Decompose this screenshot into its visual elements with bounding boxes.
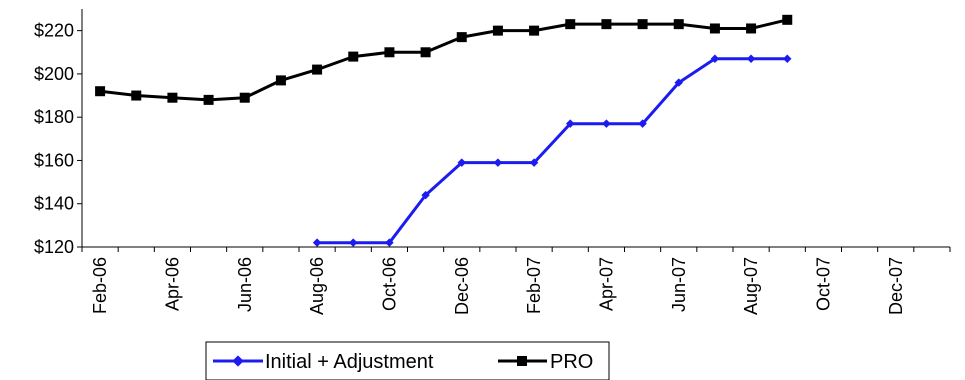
data-point-pro [348, 51, 359, 62]
x-tick-label: Jun-07 [669, 257, 689, 312]
legend: Initial + Adjustment PRO [205, 341, 610, 380]
data-point-initial-adjustment [349, 238, 358, 247]
data-point-pro [167, 92, 178, 103]
y-tick-label: $140 [34, 194, 74, 214]
x-tick-label: Feb-07 [524, 257, 544, 314]
data-point-initial-adjustment [312, 238, 322, 247]
x-axis-ticks: Feb-06 Apr-06 Jun-06 Aug-06 Oct-06 Dec-06 Feb-… [81, 247, 951, 315]
data-point-pro [239, 92, 250, 103]
data-point-pro [384, 47, 395, 58]
data-point-pro [709, 23, 720, 34]
y-tick-label: $180 [34, 107, 74, 127]
legend-marker-initial-adjustment [232, 355, 244, 367]
x-tick-label: Dec-06 [452, 257, 472, 315]
data-point-pro [420, 47, 431, 58]
data-point-pro [746, 23, 757, 34]
y-tick-label: $200 [34, 64, 74, 84]
data-point-pro [456, 32, 467, 43]
data-point-pro [95, 86, 106, 97]
data-point-pro [312, 64, 323, 75]
data-point-initial-adjustment [493, 158, 503, 167]
x-tick-label: Aug-06 [307, 257, 327, 315]
y-tick-label: $160 [34, 150, 74, 170]
x-tick-label: Oct-07 [813, 257, 833, 311]
data-point-pro [529, 25, 540, 36]
x-tick-label: Feb-06 [90, 257, 110, 314]
x-tick-label: Oct-06 [379, 257, 399, 311]
legend-label-pro: PRO [550, 351, 593, 373]
x-tick-label: Jun-06 [235, 257, 255, 312]
data-point-pro [601, 19, 612, 30]
x-tick-label: Apr-07 [596, 257, 616, 311]
legend-marker-pro [517, 356, 527, 366]
data-point-pro [565, 19, 576, 30]
legend-label-initial-adjustment: Initial + Adjustment [265, 351, 434, 373]
y-axis-ticks: $120 $140 $160 $180 $200 $220 [34, 21, 82, 257]
series-line-1 [99, 18, 788, 102]
x-tick-label: Apr-06 [162, 257, 182, 311]
x-tick-label: Dec-07 [886, 257, 906, 315]
data-point-pro [203, 94, 214, 105]
y-tick-label: $220 [34, 21, 74, 41]
series-line-0 [317, 57, 788, 245]
data-point-pro [673, 19, 684, 30]
data-point-pro [782, 14, 793, 25]
data-point-initial-adjustment [457, 158, 466, 167]
data-point-pro [637, 19, 648, 30]
y-tick-label: $120 [34, 237, 74, 257]
data-point-initial-adjustment [421, 190, 430, 200]
x-tick-label: Aug-07 [741, 257, 761, 315]
data-point-initial-adjustment [385, 238, 394, 247]
data-point-pro [492, 25, 503, 36]
data-point-pro [131, 90, 142, 101]
data-point-pro [275, 75, 286, 86]
